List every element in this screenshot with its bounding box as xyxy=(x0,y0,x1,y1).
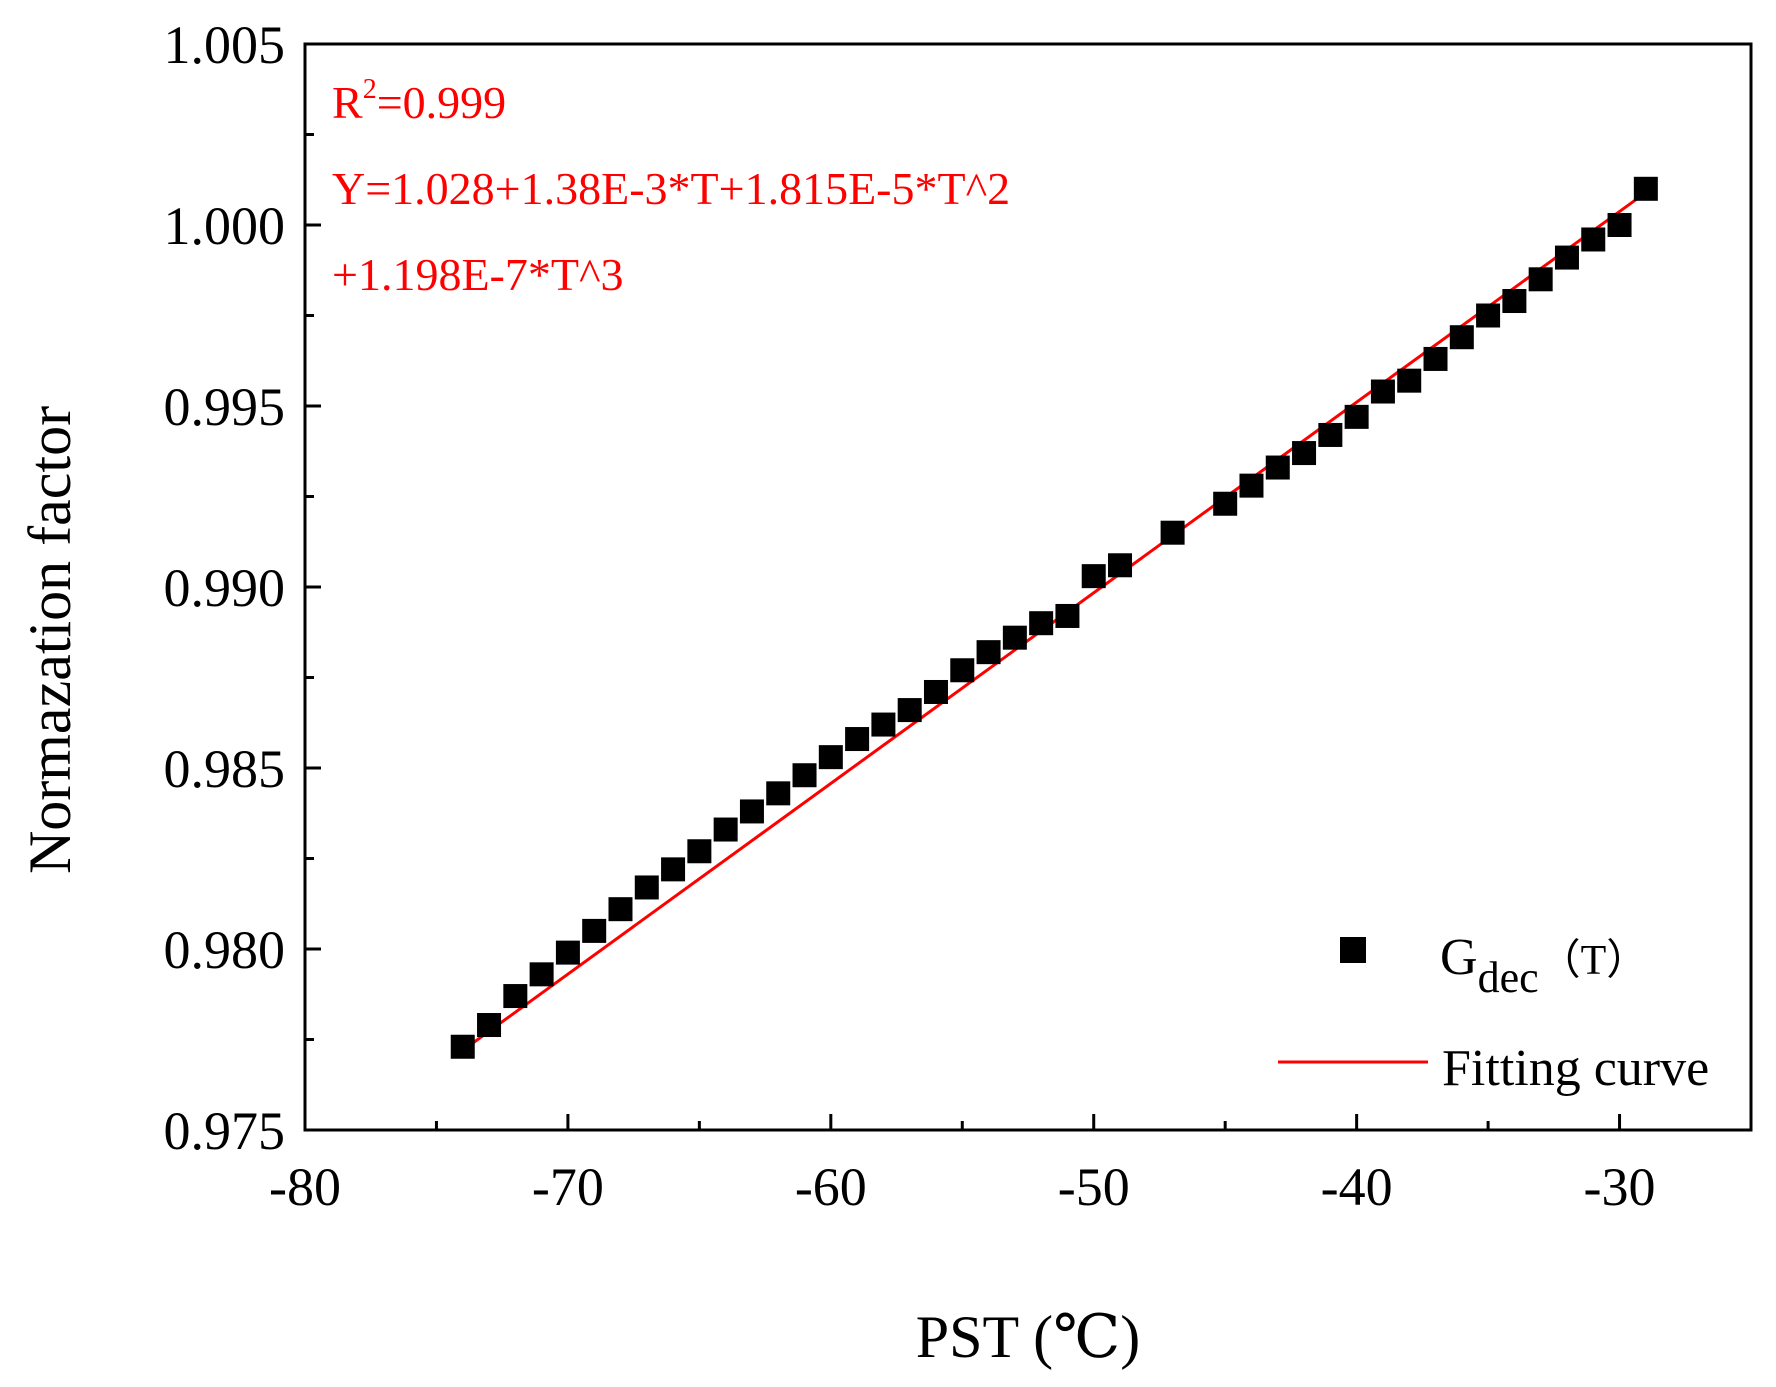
data-point xyxy=(503,984,528,1009)
x-axis-tick-labels: -80 -70 -60 -50 -40 -30 xyxy=(269,1157,1656,1217)
data-point xyxy=(1002,625,1027,650)
data-point xyxy=(1633,176,1658,201)
data-point xyxy=(1502,289,1527,314)
data-point xyxy=(1344,404,1369,429)
data-point xyxy=(845,727,870,752)
data-point xyxy=(1055,603,1080,628)
x-tick-label: -30 xyxy=(1584,1157,1656,1217)
y-tick-label: 1.005 xyxy=(164,15,286,75)
data-point xyxy=(792,763,817,788)
fit-annotation: R2=0.999 Y=1.028+1.38E-3*T+1.815E-5*T^2 … xyxy=(332,74,1010,300)
data-point xyxy=(477,1013,502,1038)
equation-line-1: Y=1.028+1.38E-3*T+1.815E-5*T^2 xyxy=(332,163,1010,214)
legend-label-gdec: Gdec（T） xyxy=(1440,929,1648,1002)
data-point xyxy=(687,839,712,864)
x-tick-label: -40 xyxy=(1321,1157,1393,1217)
data-point xyxy=(739,799,764,824)
x-tick-label: -60 xyxy=(795,1157,867,1217)
data-point xyxy=(582,918,607,943)
data-point xyxy=(1449,325,1474,350)
x-tick-label: -80 xyxy=(269,1157,341,1217)
data-point xyxy=(450,1034,475,1059)
data-point xyxy=(1528,267,1553,292)
data-point xyxy=(1318,422,1343,447)
data-point xyxy=(1581,227,1606,252)
data-point xyxy=(950,658,975,683)
equation-line-2: +1.198E-7*T^3 xyxy=(332,249,624,300)
data-point xyxy=(608,897,633,922)
data-point xyxy=(766,781,791,806)
y-tick-label: 0.975 xyxy=(164,1101,286,1161)
r-squared-value: =0.999 xyxy=(377,77,506,128)
data-point xyxy=(713,817,738,842)
legend-label-fit: Fitting curve xyxy=(1442,1040,1709,1097)
data-point xyxy=(923,679,948,704)
data-point xyxy=(1160,520,1185,545)
data-point xyxy=(1423,346,1448,371)
gdec-series xyxy=(450,176,1658,1059)
y-tick-label: 0.995 xyxy=(164,377,286,437)
fitting-curve-line xyxy=(461,191,1647,1052)
legend-gdec-subscript: dec xyxy=(1478,953,1539,1002)
y-tick-label: 0.990 xyxy=(164,558,286,618)
fitting-curve-series xyxy=(461,191,1647,1052)
data-point xyxy=(529,962,554,987)
y-axis-tick-labels: 0.975 0.980 0.985 0.990 0.995 1.000 1.005 xyxy=(164,15,286,1161)
data-point xyxy=(1292,441,1317,466)
r-squared-superscript: 2 xyxy=(363,74,377,105)
data-point xyxy=(818,745,843,770)
y-axis-ticks xyxy=(305,42,321,1132)
y-tick-label: 0.980 xyxy=(164,920,286,980)
data-point xyxy=(634,875,659,900)
legend-gdec-g: G xyxy=(1440,929,1478,986)
data-point xyxy=(1213,491,1238,516)
data-point xyxy=(1108,553,1133,578)
data-point xyxy=(1265,455,1290,480)
data-point xyxy=(1607,213,1632,237)
data-point xyxy=(661,857,686,882)
data-point xyxy=(1239,473,1264,498)
x-axis-label: PST (℃) xyxy=(916,1304,1140,1370)
data-point xyxy=(1081,564,1106,589)
data-point xyxy=(976,640,1001,665)
data-point xyxy=(1554,245,1579,270)
x-tick-label: -50 xyxy=(1058,1157,1130,1217)
legend: Gdec（T） Fitting curve xyxy=(1278,929,1709,1097)
x-tick-label: -70 xyxy=(532,1157,604,1217)
data-point xyxy=(897,698,922,723)
y-tick-label: 1.000 xyxy=(164,196,286,256)
legend-marker-gdec xyxy=(1340,937,1366,963)
data-point xyxy=(1370,379,1395,404)
data-point xyxy=(555,940,580,965)
data-point xyxy=(1029,611,1054,636)
y-tick-label: 0.985 xyxy=(164,739,286,799)
legend-gdec-suffix: （T） xyxy=(1539,938,1649,984)
r-squared-letter: R xyxy=(332,77,363,128)
data-point xyxy=(1397,368,1422,393)
data-point xyxy=(871,712,896,737)
y-axis-label: Normazation factor xyxy=(17,406,83,874)
r-squared-label: R2=0.999 xyxy=(332,74,506,128)
x-axis-ticks xyxy=(303,1114,1753,1130)
data-point xyxy=(1476,303,1501,328)
